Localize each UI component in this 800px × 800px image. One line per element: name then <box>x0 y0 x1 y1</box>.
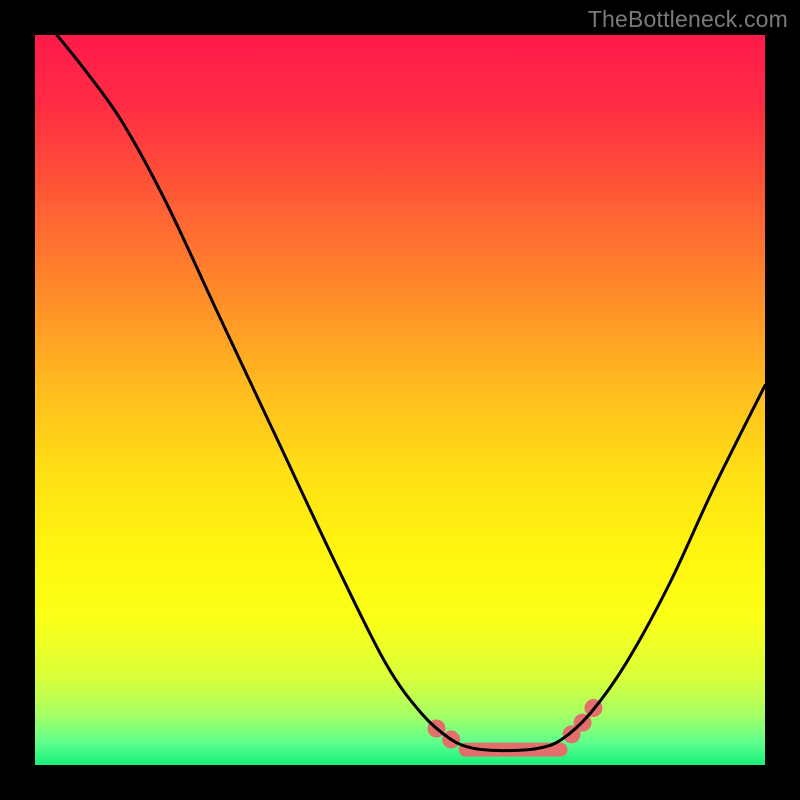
stage: TheBottleneck.com <box>0 0 800 800</box>
gradient-plot-area <box>35 35 765 765</box>
bottleneck-chart-svg <box>0 0 800 800</box>
watermark-text: TheBottleneck.com <box>588 6 788 33</box>
